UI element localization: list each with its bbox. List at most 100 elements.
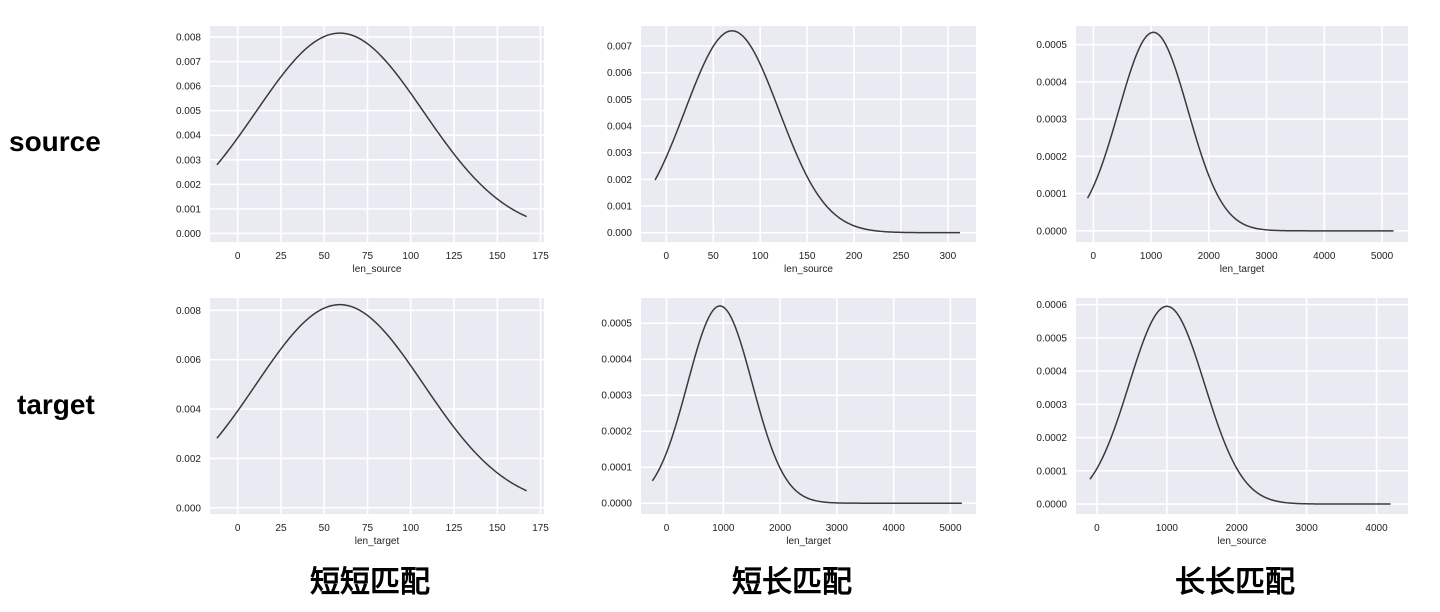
x-tick-label: 125 xyxy=(446,251,463,262)
x-tick-label: 0 xyxy=(235,523,241,534)
y-tick-label: 0.0003 xyxy=(1036,115,1067,126)
y-tick-label: 0.006 xyxy=(176,355,201,366)
row-label-source: source xyxy=(9,126,101,157)
y-tick-label: 0.002 xyxy=(176,454,201,465)
column-label-short-long: 短长匹配 xyxy=(732,565,852,600)
x-tick-label: 200 xyxy=(846,251,863,262)
x-tick-label: 100 xyxy=(402,523,419,534)
x-tick-label: 50 xyxy=(319,523,331,534)
column-label-short-short: 短短匹配 xyxy=(310,565,430,600)
y-tick-label: 0.0004 xyxy=(1036,77,1067,88)
y-tick-label: 0.0005 xyxy=(1036,333,1067,344)
chart-target-short-long: 0 1000 2000 3000 4000 5000 0.0000 0.0001 0.0002 0… xyxy=(601,298,976,547)
plot-area xyxy=(641,26,976,242)
x-tick-label: 3000 xyxy=(1255,251,1278,262)
x-tick-label: 5000 xyxy=(1371,251,1394,262)
x-tick-label: 150 xyxy=(489,251,506,262)
y-tick-label: 0.003 xyxy=(607,148,632,159)
y-tick-label: 0.0002 xyxy=(601,427,632,438)
plot-area xyxy=(641,298,976,514)
density-curve xyxy=(1089,305,1391,505)
y-tick-label: 0.0006 xyxy=(1036,300,1067,311)
x-tick-label: 0 xyxy=(664,523,670,534)
x-tick-label: 25 xyxy=(275,251,287,262)
x-axis-label: len_source xyxy=(353,264,402,275)
x-tick-label: 1000 xyxy=(1140,251,1163,262)
x-tick-label: 4000 xyxy=(1313,251,1336,262)
x-tick-label: 0 xyxy=(1091,251,1097,262)
y-tick-label: 0.000 xyxy=(607,228,632,239)
density-curve xyxy=(1086,31,1394,232)
x-tick-label: 150 xyxy=(489,523,506,534)
x-tick-label: 175 xyxy=(532,251,549,262)
x-axis-label: len_target xyxy=(786,536,831,547)
chart-source-short-long: 0 50 100 150 200 250 300 0.000 0.001 0.002 0.003 0.… xyxy=(607,26,976,275)
y-tick-label: 0.001 xyxy=(176,204,201,215)
x-tick-label: 4000 xyxy=(1365,523,1388,534)
y-tick-label: 0.0000 xyxy=(1036,500,1067,511)
chart-target-long-long: 0 1000 2000 3000 4000 0.0000 0.0001 0.0002 0.000… xyxy=(1036,298,1408,547)
plot-area xyxy=(1076,26,1408,242)
x-tick-label: 2000 xyxy=(1198,251,1221,262)
plot-area xyxy=(1076,298,1408,514)
y-tick-label: 0.0003 xyxy=(601,391,632,402)
y-tick-label: 0.006 xyxy=(176,82,201,93)
chart-source-long-long: 0 1000 2000 3000 4000 5000 0.0000 0.0001 0.0002 0… xyxy=(1036,26,1408,275)
x-tick-label: 2000 xyxy=(769,523,792,534)
y-tick-label: 0.002 xyxy=(176,180,201,191)
y-tick-label: 0.004 xyxy=(607,122,632,133)
x-tick-label: 1000 xyxy=(712,523,735,534)
y-tick-label: 0.007 xyxy=(176,57,201,68)
x-tick-label: 100 xyxy=(402,251,419,262)
x-tick-label: 300 xyxy=(940,251,957,262)
y-tick-label: 0.008 xyxy=(176,306,201,317)
y-tick-label: 0.004 xyxy=(176,131,201,142)
x-tick-label: 125 xyxy=(446,523,463,534)
y-tick-label: 0.0003 xyxy=(1036,400,1067,411)
y-tick-label: 0.000 xyxy=(176,503,201,514)
y-tick-label: 0.005 xyxy=(607,95,632,106)
x-axis-label: len_source xyxy=(1218,536,1267,547)
y-tick-label: 0.007 xyxy=(607,42,632,53)
y-tick-label: 0.0005 xyxy=(601,319,632,330)
plot-area xyxy=(210,298,544,514)
density-curve xyxy=(216,303,528,492)
y-tick-label: 0.000 xyxy=(176,229,201,240)
x-tick-label: 150 xyxy=(799,251,816,262)
y-tick-label: 0.0001 xyxy=(1036,466,1067,477)
density-curve xyxy=(651,305,962,504)
y-tick-label: 0.0000 xyxy=(1036,226,1067,237)
y-tick-label: 0.0001 xyxy=(1036,189,1067,200)
x-axis-label: len_target xyxy=(1220,264,1265,275)
y-tick-label: 0.008 xyxy=(176,33,201,44)
y-tick-label: 0.004 xyxy=(176,405,201,416)
y-tick-label: 0.002 xyxy=(607,175,632,186)
x-tick-label: 75 xyxy=(362,251,374,262)
y-tick-label: 0.006 xyxy=(607,68,632,79)
x-tick-label: 1000 xyxy=(1156,523,1179,534)
density-curve xyxy=(216,32,528,218)
x-tick-label: 4000 xyxy=(883,523,906,534)
x-tick-label: 50 xyxy=(319,251,331,262)
y-tick-label: 0.001 xyxy=(607,202,632,213)
x-tick-label: 3000 xyxy=(1296,523,1319,534)
column-label-long-long: 长长匹配 xyxy=(1175,565,1295,600)
y-tick-label: 0.0001 xyxy=(601,463,632,474)
y-tick-label: 0.0002 xyxy=(1036,433,1067,444)
x-axis-label: len_target xyxy=(355,536,400,547)
y-tick-label: 0.005 xyxy=(176,106,201,117)
x-tick-label: 25 xyxy=(275,523,287,534)
x-tick-label: 50 xyxy=(708,251,720,262)
x-tick-label: 250 xyxy=(893,251,910,262)
density-curve xyxy=(654,30,961,234)
y-tick-label: 0.0000 xyxy=(601,499,632,510)
x-tick-label: 2000 xyxy=(1226,523,1249,534)
y-tick-label: 0.0004 xyxy=(601,355,632,366)
y-tick-label: 0.003 xyxy=(176,155,201,166)
y-tick-label: 0.0005 xyxy=(1036,40,1067,51)
x-axis-label: len_source xyxy=(784,264,833,275)
x-tick-label: 0 xyxy=(235,251,241,262)
chart-source-short-short: 0 25 50 75 100 125 150 175 0.000 0.001 0.002 0.003 0… xyxy=(176,26,549,275)
chart-target-short-short: 0 25 50 75 100 125 150 175 0.000 0.002 0.004 0.006 0… xyxy=(176,298,549,547)
y-tick-label: 0.0002 xyxy=(1036,152,1067,163)
